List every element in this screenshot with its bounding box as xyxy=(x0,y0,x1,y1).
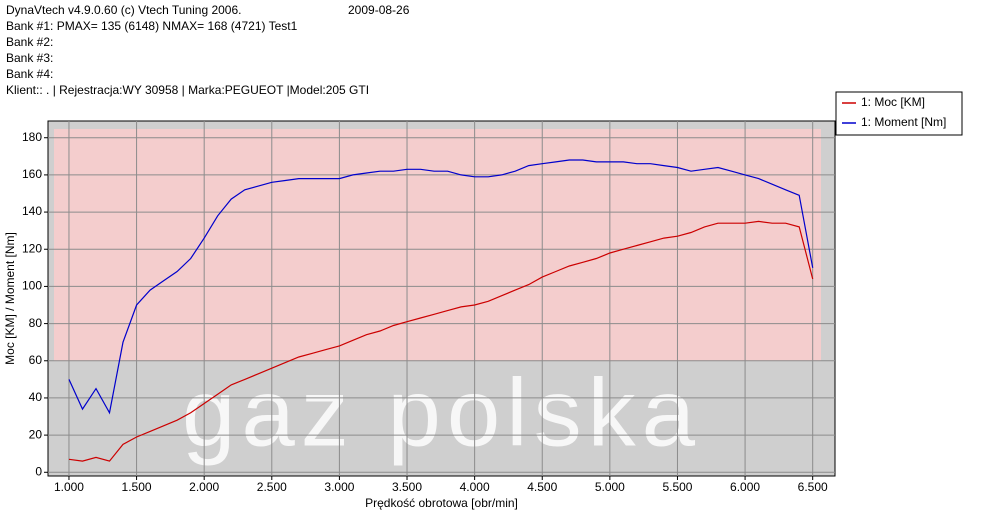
header-date: 2009-08-26 xyxy=(348,3,410,17)
x-tick-label: 4.000 xyxy=(460,480,490,494)
x-tick-label: 5.000 xyxy=(595,480,625,494)
legend-box xyxy=(835,91,963,136)
x-tick-label: 4.500 xyxy=(527,480,557,494)
header-line: Bank #4: xyxy=(6,67,53,81)
y-tick-label: 80 xyxy=(29,316,43,330)
y-tick-label: 0 xyxy=(35,464,42,478)
header-line: Bank #3: xyxy=(6,51,53,65)
y-axis-label: Moc [KM] / Moment [Nm] xyxy=(3,232,17,365)
y-tick-label: 160 xyxy=(22,167,42,181)
y-tick-label: 100 xyxy=(22,279,42,293)
x-tick-label: 6.000 xyxy=(730,480,760,494)
watermark: gaz polska xyxy=(182,359,701,466)
y-tick-label: 120 xyxy=(22,241,42,255)
watermark-panel xyxy=(54,129,821,361)
x-tick-label: 1.000 xyxy=(54,480,84,494)
y-tick-label: 180 xyxy=(22,130,42,144)
x-tick-label: 5.500 xyxy=(662,480,692,494)
y-tick-label: 60 xyxy=(29,353,43,367)
series-line xyxy=(68,220,814,462)
legend-label: 1: Moc [KM] xyxy=(861,95,925,109)
series-line xyxy=(68,159,814,415)
header-line: Klient:: . | Rejestracja:WY 30958 | Mark… xyxy=(6,83,369,97)
y-tick-label: 40 xyxy=(29,390,43,404)
x-tick-label: 3.000 xyxy=(324,480,354,494)
x-tick-label: 6.500 xyxy=(798,480,828,494)
x-tick-label: 2.000 xyxy=(189,480,219,494)
header-title: DynaVtech v4.9.0.60 (c) Vtech Tuning 200… xyxy=(6,3,241,17)
x-tick-label: 1.500 xyxy=(122,480,152,494)
x-axis-label: Prędkość obrotowa [obr/min] xyxy=(365,496,518,510)
header-line: Bank #2: xyxy=(6,35,53,49)
header-line: Bank #1: PMAX= 135 (6148) NMAX= 168 (472… xyxy=(6,19,298,33)
y-tick-label: 20 xyxy=(29,427,43,441)
x-tick-label: 3.500 xyxy=(392,480,422,494)
legend-label: 1: Moment [Nm] xyxy=(861,115,946,129)
y-tick-label: 140 xyxy=(22,204,42,218)
x-tick-label: 2.500 xyxy=(257,480,287,494)
